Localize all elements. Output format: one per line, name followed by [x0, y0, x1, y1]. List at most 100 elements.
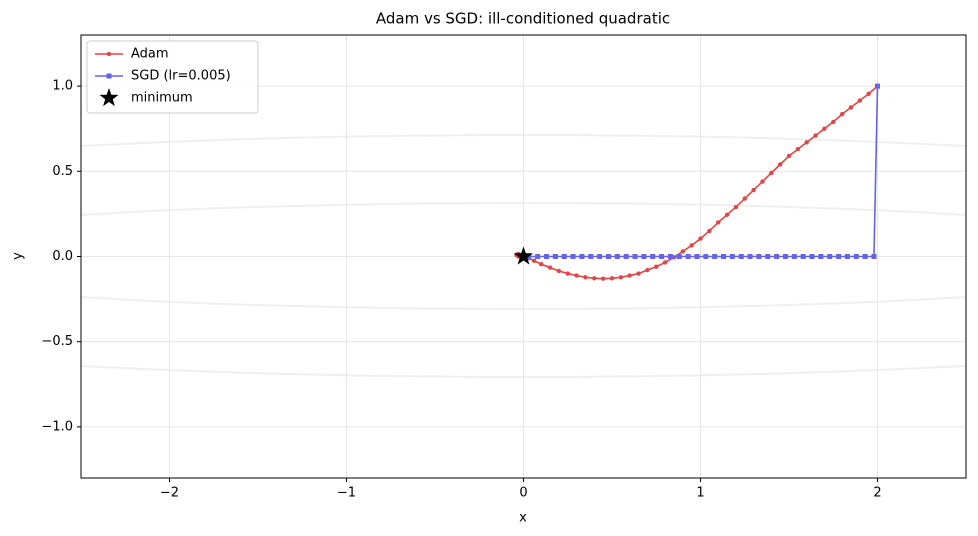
point — [632, 254, 638, 259]
point — [694, 254, 700, 259]
point — [650, 254, 656, 259]
point — [738, 254, 744, 259]
point — [707, 228, 712, 234]
point — [680, 249, 685, 254]
point — [636, 271, 641, 276]
point — [535, 254, 541, 259]
point — [742, 196, 747, 201]
series-line — [515, 85, 879, 280]
point — [600, 276, 606, 281]
point — [588, 254, 594, 259]
point — [769, 170, 774, 176]
y-tick-label: 0.0 — [52, 249, 73, 264]
point — [579, 254, 585, 259]
point — [786, 153, 792, 159]
point — [531, 258, 537, 263]
point — [804, 140, 809, 145]
point — [645, 267, 650, 273]
legend-label: minimum — [131, 91, 193, 106]
point — [662, 260, 668, 265]
point — [618, 275, 624, 280]
chart-title: Adam vs SGD: ill-conditioned quadratic — [376, 10, 670, 28]
point — [703, 254, 709, 259]
point — [724, 212, 730, 217]
legend-marker — [99, 88, 119, 107]
point — [844, 254, 850, 259]
point — [685, 254, 691, 259]
point — [597, 254, 603, 259]
plot-marks — [513, 83, 880, 281]
legend-marker — [106, 73, 112, 79]
point — [547, 265, 553, 270]
point — [836, 254, 842, 259]
point — [866, 91, 871, 96]
point — [556, 268, 562, 274]
point — [609, 276, 615, 281]
point — [777, 162, 783, 167]
legend-box — [86, 40, 259, 114]
point — [623, 254, 629, 259]
x-tick-label: 0 — [519, 486, 527, 501]
point — [822, 126, 827, 131]
point — [765, 254, 771, 259]
y-tick-label: 1.0 — [52, 79, 73, 94]
point — [539, 261, 544, 267]
x-axis-label: x — [519, 511, 527, 526]
point — [747, 254, 753, 259]
x-tick-label: 2 — [873, 486, 881, 501]
point — [813, 133, 818, 138]
point — [716, 220, 721, 225]
y-tick-label: 0.5 — [52, 164, 73, 179]
point — [729, 254, 735, 259]
point — [853, 254, 859, 259]
point — [570, 254, 576, 259]
point — [605, 254, 611, 259]
point — [552, 254, 558, 259]
point — [774, 254, 780, 259]
point — [676, 254, 682, 259]
legend-label: Adam — [131, 47, 169, 62]
point — [544, 254, 550, 259]
point — [857, 98, 862, 103]
point — [583, 275, 588, 280]
point — [574, 273, 579, 278]
point — [561, 254, 567, 259]
point — [667, 254, 673, 259]
point — [827, 254, 833, 259]
point — [513, 246, 534, 265]
point — [565, 271, 570, 276]
point — [782, 254, 788, 259]
point — [614, 254, 620, 259]
point — [698, 236, 703, 241]
point — [733, 204, 739, 210]
point — [831, 119, 836, 125]
point — [809, 254, 815, 259]
y-tick-label: −1.0 — [41, 419, 73, 434]
point — [839, 112, 845, 117]
point — [871, 254, 877, 259]
point — [862, 254, 868, 259]
legend-marker — [106, 51, 112, 57]
point — [795, 146, 801, 152]
x-tick-label: −2 — [160, 486, 179, 501]
point — [627, 273, 632, 278]
point — [791, 254, 797, 259]
point — [712, 254, 718, 259]
x-tick-label: −1 — [337, 486, 356, 501]
y-axis-label: y — [11, 252, 26, 260]
legend: Adam SGD (lr=0.005) minimum — [86, 40, 259, 114]
x-tick-label: 1 — [696, 486, 704, 501]
point — [659, 254, 665, 259]
point — [848, 105, 854, 110]
point — [721, 254, 727, 259]
point — [800, 254, 806, 259]
y-tick-label: −0.5 — [41, 334, 73, 349]
point — [760, 179, 765, 184]
point — [641, 254, 647, 259]
point — [592, 276, 597, 281]
point — [818, 254, 824, 259]
point — [756, 254, 762, 259]
point — [689, 243, 694, 248]
point — [875, 83, 880, 89]
point — [751, 187, 756, 193]
